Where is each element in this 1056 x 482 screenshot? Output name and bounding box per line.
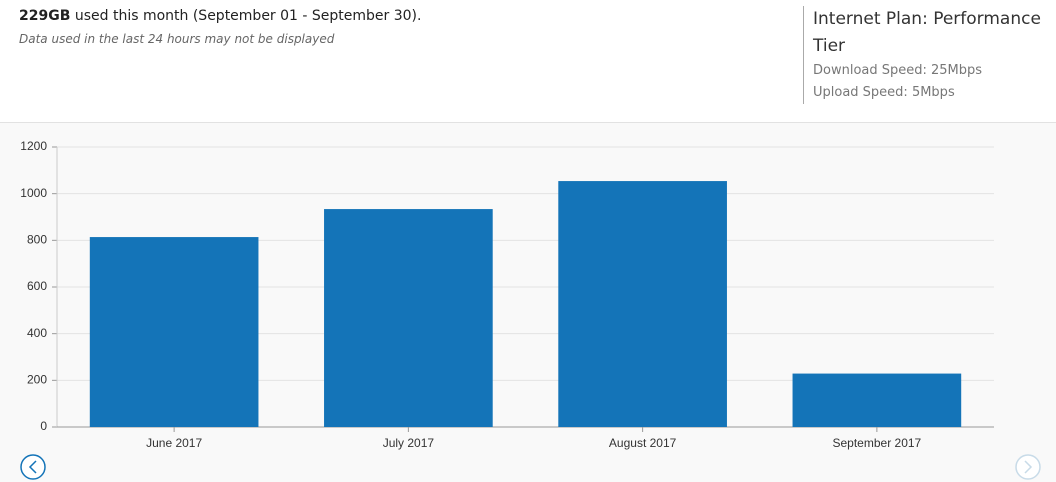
usage-amount: 229GB (19, 8, 71, 24)
usage-note: Data used in the last 24 hours may not b… (19, 32, 335, 46)
upload-speed: Upload Speed: 5Mbps (813, 85, 955, 100)
x-tick-label: September 2017 (833, 436, 922, 450)
plan-panel: Internet Plan: Performance Tier Download… (803, 6, 1043, 104)
usage-text: used this month (September 01 - Septembe… (74, 8, 422, 24)
prev-arrow[interactable] (28, 460, 37, 474)
x-tick-label: June 2017 (146, 436, 202, 450)
y-tick-label: 400 (27, 326, 47, 340)
x-tick-label: July 2017 (383, 436, 435, 450)
header: 229GB used this month (September 01 - Se… (0, 0, 1056, 123)
y-tick-label: 0 (40, 419, 47, 433)
chart: 0 200 400 600 800 1000 1200 June 2017 July 2017 A… (0, 123, 1056, 482)
next-button[interactable] (1015, 454, 1041, 480)
x-tick-label: August 2017 (609, 436, 677, 450)
usage-line: 229GB used this month (September 01 - Se… (19, 8, 421, 24)
download-speed: Download Speed: 25Mbps (813, 63, 983, 78)
bar (89, 237, 259, 427)
bar (558, 181, 727, 427)
y-tick-label: 1200 (20, 139, 47, 153)
y-tick-label: 200 (27, 373, 47, 387)
y-tick-label: 1000 (20, 186, 47, 200)
prev-circle[interactable] (20, 454, 46, 480)
next-arrow[interactable] (1024, 460, 1033, 474)
bar (792, 373, 962, 427)
bar (324, 209, 493, 427)
y-tick-label: 600 (27, 279, 47, 293)
next-circle[interactable] (1015, 454, 1041, 480)
plan-title: Internet Plan: Performance Tier (813, 9, 1041, 56)
y-tick-label: 800 (27, 233, 47, 247)
prev-button[interactable] (20, 454, 46, 480)
